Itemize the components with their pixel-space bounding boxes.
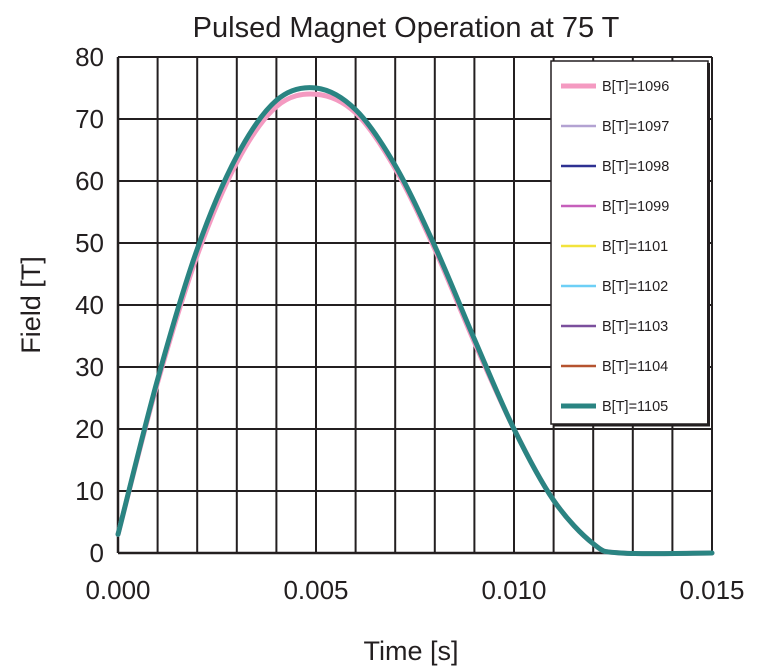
legend-label: B[T]=1097 bbox=[602, 119, 669, 135]
chart-title: Pulsed Magnet Operation at 75 T bbox=[193, 12, 620, 44]
x-tick-label: 0.005 bbox=[283, 575, 348, 605]
y-tick-labels: 0 10 20 30 40 50 60 70 80 bbox=[75, 42, 104, 568]
x-tick-label: 0.010 bbox=[481, 575, 546, 605]
legend-label: B[T]=1105 bbox=[602, 399, 668, 415]
y-tick-label: 80 bbox=[75, 42, 104, 72]
legend-label: B[T]=1098 bbox=[602, 159, 669, 175]
x-axis-label: Time [s] bbox=[363, 636, 458, 666]
x-tick-label: 0.015 bbox=[679, 575, 744, 605]
legend-label: B[T]=1104 bbox=[602, 359, 668, 375]
y-tick-label: 30 bbox=[75, 352, 104, 382]
x-tick-labels: 0.000 0.005 0.010 0.015 bbox=[85, 575, 744, 605]
legend-label: B[T]=1099 bbox=[602, 199, 669, 215]
y-tick-label: 60 bbox=[75, 166, 104, 196]
legend: B[T]=1096 B[T]=1097 B[T]=1098 B[T]=1099 B[T]… bbox=[550, 60, 710, 427]
y-tick-label: 40 bbox=[75, 290, 104, 320]
y-tick-label: 20 bbox=[75, 414, 104, 444]
legend-label: B[T]=1096 bbox=[602, 79, 669, 95]
y-tick-label: 0 bbox=[90, 538, 104, 568]
legend-label: B[T]=1103 bbox=[602, 319, 668, 335]
data-series bbox=[115, 85, 715, 557]
y-tick-label: 50 bbox=[75, 228, 104, 258]
y-tick-label: 10 bbox=[75, 476, 104, 506]
y-axis-label: Field [T] bbox=[16, 256, 46, 354]
x-tick-label: 0.000 bbox=[85, 575, 150, 605]
legend-label: B[T]=1102 bbox=[602, 279, 668, 295]
y-tick-label: 70 bbox=[75, 104, 104, 134]
legend-label: B[T]=1101 bbox=[602, 239, 668, 255]
legend-box bbox=[550, 60, 709, 425]
series-line bbox=[115, 85, 715, 557]
